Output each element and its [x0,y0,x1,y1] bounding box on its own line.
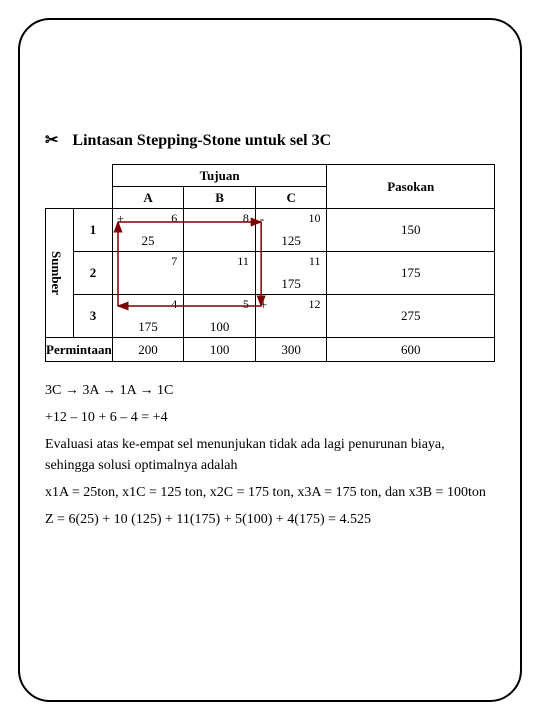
calc-line: +12 – 10 + 6 – 4 = +4 [45,407,495,428]
alloc-1C: 125 [256,233,327,249]
row-2-label: 2 [74,252,113,295]
cell-2C: 11 175 [256,252,327,294]
col-C: C [255,187,327,209]
cost-2C: 11 [309,254,321,269]
path-seq: 3C → 3A → 1A → 1C [45,380,495,401]
cost-3B: 5 [243,297,249,312]
supply-header: Pasokan [327,165,495,209]
sign-1A: + [117,211,124,227]
bullet-icon: ✂ [45,132,58,149]
supply-1: 150 [327,209,495,252]
dest-header: Tujuan [112,165,327,187]
cell-1B: 8 [184,209,255,251]
row-1-label: 1 [74,209,113,252]
supply-3: 275 [327,295,495,338]
cell-1A: + 6 25 [113,209,184,251]
demand-C: 300 [255,338,327,362]
solution-text: x1A = 25ton, x1C = 125 ton, x2C = 175 to… [45,482,495,503]
cost-1B: 8 [243,211,249,226]
cell-2B: 11 [184,252,255,294]
alloc-2C: 175 [256,276,327,292]
cost-2A: 7 [171,254,177,269]
sign-3A: - [117,297,121,313]
transport-table: Tujuan Pasokan A B C Sumber 1 + 6 25 8 -… [45,164,495,362]
table-wrapper: Tujuan Pasokan A B C Sumber 1 + 6 25 8 -… [45,164,495,362]
cell-3A: - 4 175 [113,295,184,337]
eval-text: Evaluasi atas ke-empat sel menunjukan ti… [45,434,495,476]
alloc-3B: 100 [184,319,255,335]
sign-1C: - [260,211,264,227]
cost-2B: 11 [237,254,249,269]
cell-3B: 5 100 [184,295,255,337]
cost-1A: 6 [171,211,177,226]
body-text: 3C → 3A → 1A → 1C +12 – 10 + 6 – 4 = +4 … [45,380,495,530]
demand-A: 200 [112,338,184,362]
alloc-3A: 175 [113,319,184,335]
demand-B: 100 [184,338,256,362]
sign-3C: + [260,297,267,313]
section-title: ✂ Lintasan Stepping-Stone untuk sel 3C [45,130,495,150]
supply-2: 175 [327,252,495,295]
cost-3C: 12 [308,297,320,312]
cost-3A: 4 [171,297,177,312]
source-header: Sumber [46,247,66,299]
col-A: A [112,187,184,209]
page-frame: ✂ Lintasan Stepping-Stone untuk sel 3C T… [18,18,522,702]
col-B: B [184,187,256,209]
row-3-label: 3 [74,295,113,338]
cost-1C: 10 [308,211,320,226]
z-value: Z = 6(25) + 10 (125) + 11(175) + 5(100) … [45,509,495,530]
cell-1C: - 10 125 [256,209,327,251]
demand-header: Permintaan [46,338,113,362]
total: 600 [327,338,495,362]
cell-3C: + 12 [256,295,327,337]
cell-2A: 7 [113,252,184,294]
title-text: Lintasan Stepping-Stone untuk sel 3C [72,132,331,149]
alloc-1A: 25 [113,233,184,249]
